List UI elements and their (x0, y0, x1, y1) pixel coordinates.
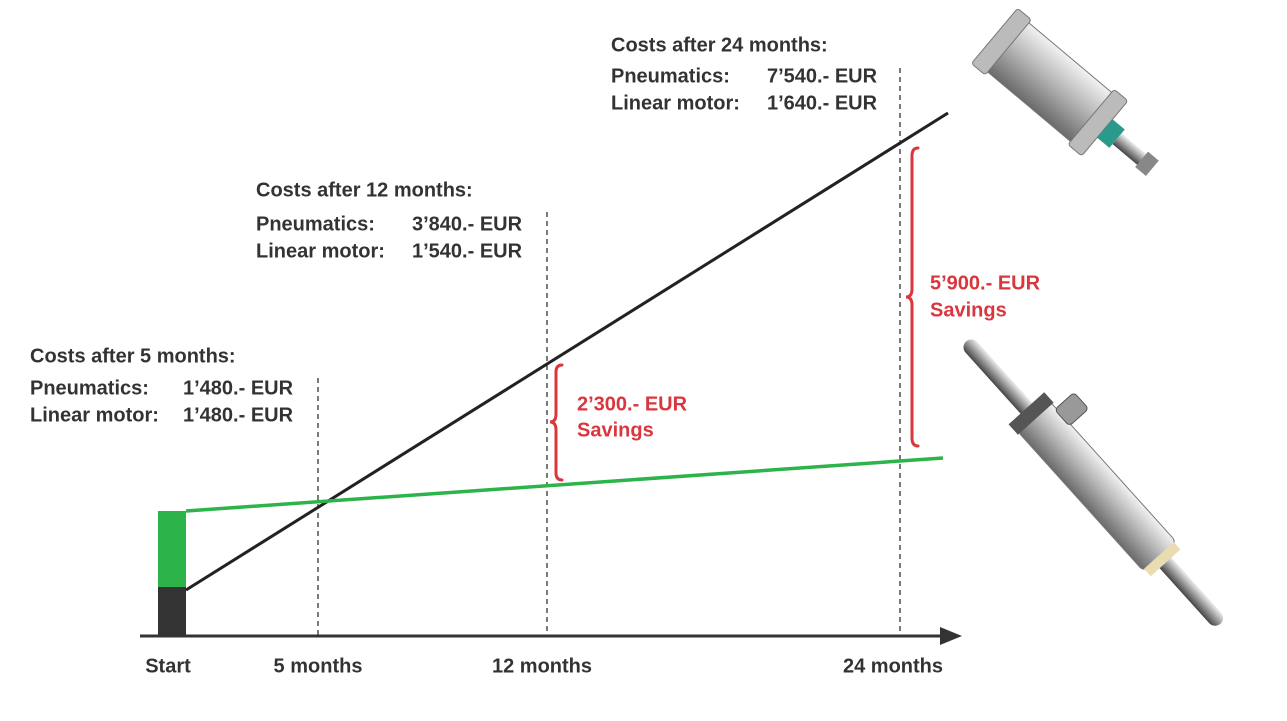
callout-title: Costs after 12 months: (256, 179, 473, 201)
callout-value: 1’640.- EUR (767, 92, 878, 114)
callout-title: Costs after 24 months: (611, 34, 828, 56)
savings-brace (549, 363, 564, 482)
savings-amount: 5’900.- EUR (930, 272, 1041, 294)
axis-label: Start (145, 655, 191, 677)
callout-value: 1’480.- EUR (183, 377, 294, 399)
callout-label: Linear motor: (256, 240, 385, 262)
pneumatics-line (185, 111, 949, 592)
callout-value: 3’840.- EUR (412, 213, 523, 235)
linear-motor-line (185, 456, 944, 513)
callout-label: Linear motor: (611, 92, 740, 114)
callout-label: Linear motor: (30, 404, 159, 426)
callout-value: 1’540.- EUR (412, 240, 523, 262)
start-cost-linear-motor (158, 511, 186, 587)
savings-amount: 2’300.- EUR (577, 393, 688, 415)
axis-label: 5 months (274, 655, 363, 677)
callout-title: Costs after 5 months: (30, 345, 236, 367)
savings-brace (905, 146, 920, 448)
callout-value: 1’480.- EUR (183, 404, 294, 426)
linear-motor-image (963, 339, 1224, 626)
axis-label: 12 months (492, 655, 592, 677)
callout-value: 7’540.- EUR (767, 65, 878, 87)
axis-arrow (940, 627, 962, 645)
savings-label: Savings (577, 419, 654, 441)
callout-label: Pneumatics: (256, 213, 375, 235)
pneumatic-cylinder-image (972, 9, 1159, 176)
callout-label: Pneumatics: (611, 65, 730, 87)
axis-label: 24 months (843, 655, 943, 677)
savings-label: Savings (930, 299, 1007, 321)
callout-label: Pneumatics: (30, 377, 149, 399)
start-cost-pneumatic (158, 587, 186, 636)
